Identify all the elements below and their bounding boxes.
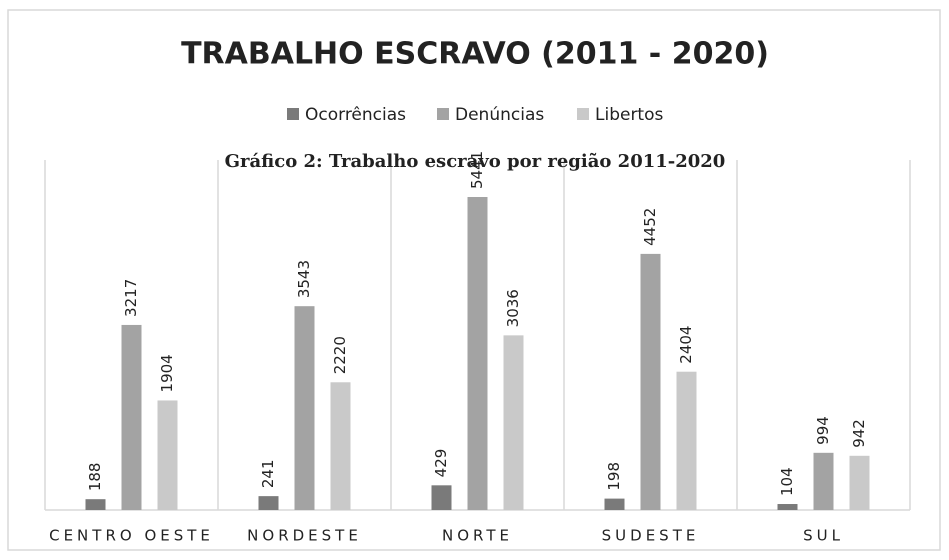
legend-label: Libertos: [595, 105, 664, 125]
value-label: 942: [850, 419, 868, 448]
value-label: 429: [432, 449, 450, 478]
chart-subtitle: Gráfico 2: Trabalho escravo por região 2…: [225, 151, 726, 172]
value-label: 3543: [295, 260, 313, 298]
value-label: 198: [605, 462, 623, 491]
x-tick-label: CENTRO OESTE: [49, 527, 214, 545]
legend-swatch: [287, 108, 299, 120]
bar: [676, 371, 697, 510]
value-label: 994: [814, 416, 832, 445]
value-label: 1904: [158, 354, 176, 392]
bar: [294, 306, 315, 510]
bar: [604, 498, 625, 510]
value-label: 188: [86, 463, 104, 492]
value-label: 5441: [468, 151, 486, 189]
bar: [813, 452, 834, 510]
legend-swatch: [577, 108, 589, 120]
value-label: 104: [778, 467, 796, 496]
value-label: 3036: [504, 289, 522, 327]
bar: [258, 496, 279, 510]
bar: [157, 400, 178, 510]
bar: [330, 382, 351, 510]
bar: [849, 455, 870, 510]
x-tick-label: SUDESTE: [602, 527, 700, 545]
value-label: 3217: [122, 279, 140, 317]
bar: [467, 197, 488, 510]
legend-swatch: [437, 108, 449, 120]
bar: [121, 324, 142, 510]
legend-label: Ocorrências: [305, 105, 406, 125]
value-label: 4452: [641, 208, 659, 246]
bar: [503, 335, 524, 510]
value-label: 2220: [331, 336, 349, 374]
chart-title: TRABALHO ESCRAVO (2011 - 2020): [181, 37, 769, 72]
bar: [431, 485, 452, 510]
x-tick-label: NORTE: [442, 527, 513, 545]
x-tick-label: NORDESTE: [247, 527, 362, 545]
legend-label: Denúncias: [455, 105, 544, 125]
bar: [85, 499, 106, 510]
x-tick-label: SUL: [803, 527, 844, 545]
value-label: 241: [259, 459, 277, 488]
bar: [777, 504, 798, 510]
bar: [640, 253, 661, 510]
value-label: 2404: [677, 326, 695, 364]
